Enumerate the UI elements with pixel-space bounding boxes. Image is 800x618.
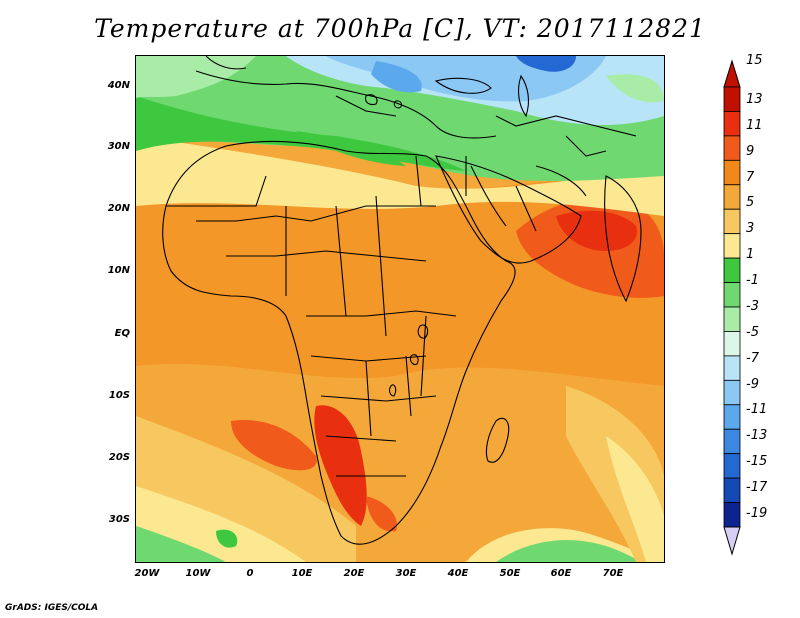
coastlines [162, 56, 642, 545]
colorbar-label: -11 [746, 402, 768, 418]
colorbar-segment [723, 379, 741, 406]
field-sahara-pale [136, 136, 664, 216]
colorbar-segment [723, 111, 741, 137]
field-balkans-cold [371, 61, 422, 93]
x-tick-label: 30E [395, 568, 417, 579]
field-south-indian-green [496, 540, 641, 562]
field-nw-pale-green [136, 56, 256, 98]
y-tick-label: 30N [107, 141, 130, 152]
x-tick-label: 70E [602, 568, 624, 579]
colorbar-label: -7 [746, 350, 759, 366]
colorbar-bottom-triangle [723, 526, 741, 556]
y-tick-label: 20S [108, 452, 130, 463]
field-green-strip [296, 131, 406, 166]
colorbar-top-triangle [723, 59, 741, 88]
colorbar-segment [723, 502, 741, 528]
colorbar-label: 15 [746, 53, 763, 68]
colorbar-segment [723, 453, 741, 479]
colorbar-label: -19 [746, 506, 768, 521]
colorbar-segment [723, 184, 741, 210]
x-tick-label: 50E [499, 568, 521, 579]
colorbar-segment [723, 159, 741, 186]
field-south-atlantic-green [136, 526, 226, 562]
colorbar-label: -13 [746, 428, 768, 444]
colorbar-segment [723, 233, 741, 259]
colorbar-graphic [723, 59, 741, 556]
temperature-field [136, 56, 664, 562]
x-tick-label: 10E [291, 568, 313, 579]
y-tick-label: 20N [107, 203, 130, 214]
colorbar-segment [723, 208, 741, 235]
colorbar-segment [723, 355, 741, 381]
field-namibia-hot [314, 405, 367, 526]
y-tick-label: 40N [107, 80, 130, 91]
colorbar-label: 3 [746, 221, 755, 237]
colorbar-label: 5 [746, 195, 755, 211]
colorbar-label: -5 [746, 324, 759, 340]
field-southafrica-hot [366, 496, 397, 532]
colorbar-label: 7 [746, 169, 755, 185]
colorbar-label: 1 [746, 247, 755, 263]
colorbar-segment [723, 477, 741, 503]
y-tick-label: 10N [107, 265, 130, 276]
colorbar-label: -15 [746, 454, 768, 470]
y-tick-label: 10S [108, 390, 130, 401]
field-indian-pale [606, 436, 664, 562]
x-tick-label: 20E [343, 568, 365, 579]
colorbar-segment [723, 86, 741, 112]
colorbar-segment [723, 404, 741, 430]
x-tick-label: 20W [134, 568, 160, 579]
colorbar-label: -9 [746, 376, 759, 392]
colorbar-segment [723, 282, 741, 308]
colorbar-segment [723, 306, 741, 332]
colorbar-label: 13 [746, 91, 763, 107]
map-title: Temperature at 700hPa [C], VT: 201711282… [94, 14, 706, 43]
grads-credit: GrADS: IGES/COLA [5, 603, 99, 613]
x-tick-label: 40E [447, 568, 469, 579]
y-tick-label: 30S [108, 514, 130, 525]
colorbar-segment [723, 331, 741, 357]
field-caspian-cold [516, 56, 576, 72]
map-panel [135, 55, 665, 563]
y-tick-label: EQ [114, 328, 130, 339]
colorbar-segment [723, 428, 741, 455]
field-south-green-patch [216, 529, 238, 548]
field-arabian-sea-hottest [556, 210, 637, 251]
colorbar-label: -3 [746, 298, 759, 314]
x-tick-label: 0 [246, 568, 254, 579]
field-southwest-hot [231, 420, 317, 471]
x-tick-label: 10W [185, 568, 211, 579]
colorbar-segment [723, 135, 741, 161]
colorbar-label: -17 [746, 480, 768, 496]
colorbar-label: -1 [746, 273, 759, 289]
colorbar-segment [723, 257, 741, 283]
colorbar-label: 9 [746, 143, 755, 159]
x-tick-label: 60E [550, 568, 572, 579]
field-east-pale-green [606, 74, 664, 103]
colorbar-segments [723, 86, 741, 528]
colorbar-label: 11 [746, 117, 763, 133]
